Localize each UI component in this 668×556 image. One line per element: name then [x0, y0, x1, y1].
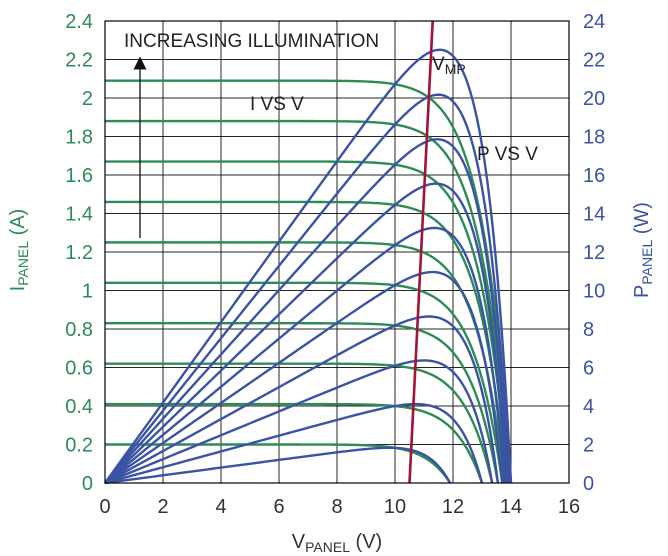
current-curve [105, 322, 500, 484]
y-left-tick-label: 0.4 [65, 396, 93, 418]
power-curve [104, 48, 513, 484]
y-left-tick-label: 1.4 [65, 204, 93, 226]
x-tick-label: 14 [500, 496, 522, 518]
y-right-tick-label: 10 [583, 281, 605, 303]
power-series-group [104, 48, 513, 485]
x-tick-label: 12 [442, 496, 464, 518]
y-right-tick-label: 0 [583, 473, 594, 495]
y-right-tick-label: 24 [583, 11, 605, 33]
power-curve [104, 182, 508, 484]
y-right-tick-label: 16 [583, 165, 605, 187]
x-tick-label: 8 [331, 496, 342, 518]
current-curve [105, 281, 504, 484]
y-right-tick-label: 14 [583, 204, 605, 226]
y-left-tick-label: 0.8 [65, 319, 93, 341]
y-left-tick-label: 1.6 [65, 165, 93, 187]
power-curve [104, 270, 504, 484]
y-axis-right-title: PPANEL (W) [631, 202, 655, 298]
x-axis-title: VPANEL (V) [292, 531, 382, 555]
current-curve [105, 241, 506, 484]
current-curve [105, 200, 508, 484]
y-left-tick-label: 1 [82, 281, 93, 303]
y-right-tick-label: 20 [583, 88, 605, 110]
power-curve [104, 446, 452, 485]
y-right-tick-label: 18 [583, 127, 605, 149]
y-right-tick-label: 8 [583, 319, 594, 341]
y-left-tick-label: 1.2 [65, 242, 93, 264]
x-tick-label: 2 [157, 496, 168, 518]
vmp-line-group [408, 20, 434, 484]
y-left-tick-label: 0.6 [65, 358, 93, 380]
p-vs-v-label: P VS V [477, 144, 538, 165]
y-left-tick-label: 0 [82, 473, 93, 495]
y-left-tick-label: 2.2 [65, 50, 93, 72]
current-curve [105, 79, 513, 484]
power-curve [104, 359, 494, 485]
current-curve [105, 119, 511, 484]
power-curve [104, 315, 500, 485]
power-curve [104, 93, 511, 484]
tick-labels: 0 2 4 6 8 10 12 14 1600.20.40.60.811.21.41.61.82… [65, 11, 605, 518]
current-curve [105, 160, 510, 484]
y-right-tick-label: 22 [583, 50, 605, 72]
x-tick-label: 0 [99, 496, 110, 518]
plot-frame [104, 20, 570, 484]
y-right-tick-label: 4 [583, 396, 594, 418]
y-left-tick-label: 0.2 [65, 435, 93, 457]
y-axis-left-title: IPANEL (A) [7, 209, 31, 292]
x-tick-label: 4 [215, 496, 226, 518]
x-tick-label: 10 [384, 496, 406, 518]
y-right-tick-label: 2 [583, 435, 594, 457]
power-curve [104, 402, 484, 485]
vmp-line [408, 20, 434, 484]
power-curve [104, 138, 510, 484]
x-tick-label: 6 [273, 496, 284, 518]
vmp-label: VMP [432, 54, 466, 77]
y-left-tick-label: 1.8 [65, 127, 93, 149]
x-tick-label: 16 [558, 496, 580, 518]
increasing-illumination-label: INCREASING ILLUMINATION [124, 31, 379, 52]
y-right-tick-label: 6 [583, 358, 594, 380]
y-right-tick-label: 12 [583, 242, 605, 264]
y-left-tick-label: 2.4 [65, 11, 93, 33]
i-vs-v-label: I VS V [250, 94, 304, 115]
current-curve [105, 362, 494, 484]
power-curve [104, 226, 506, 484]
y-left-tick-label: 2 [82, 88, 93, 110]
